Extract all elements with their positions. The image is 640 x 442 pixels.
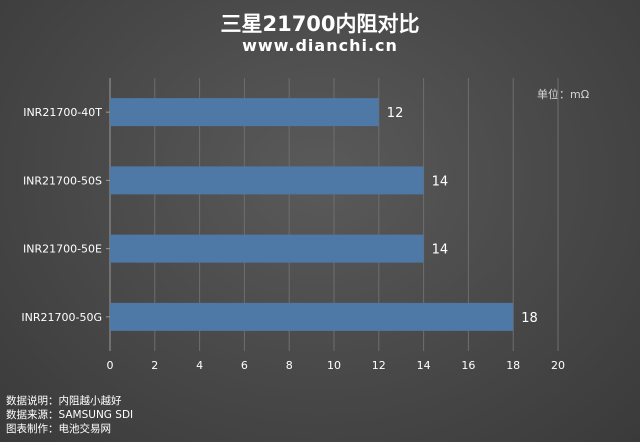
category-label-3: INR21700-50G: [21, 311, 102, 324]
category-label-0: INR21700-40T: [23, 106, 102, 119]
bar-3: [110, 302, 514, 331]
x-tick-label-0: 0: [107, 359, 114, 372]
unit-label: 单位：mΩ: [537, 88, 590, 101]
value-label-0: 12: [387, 106, 404, 121]
note-producer-label: 图表制作：: [6, 423, 59, 435]
x-tick-label-5: 10: [327, 359, 341, 372]
value-label-2: 14: [432, 243, 449, 258]
note-producer: 图表制作：电池交易网: [6, 422, 133, 436]
value-label-3: 18: [521, 311, 538, 326]
category-label-2: INR21700-50E: [23, 243, 102, 256]
x-tick-label-3: 6: [241, 359, 248, 372]
x-tick-label-10: 20: [551, 359, 565, 372]
x-tick-label-4: 8: [286, 359, 293, 372]
note-source-value: SAMSUNG SDI: [58, 409, 134, 421]
x-tick-label-2: 4: [196, 359, 203, 372]
footnotes: 数据说明：内阻越小越好 数据来源：SAMSUNG SDI 图表制作：电池交易网: [6, 394, 133, 436]
bar-1: [110, 166, 424, 195]
note-description: 数据说明：内阻越小越好: [6, 394, 133, 408]
bar-0: [110, 98, 379, 127]
note-description-value: 内阻越小越好: [58, 395, 122, 407]
x-tick-label-8: 16: [461, 359, 475, 372]
chart-title: 三星21700内阻对比: [220, 12, 420, 36]
x-tick-label-7: 14: [417, 359, 431, 372]
note-description-label: 数据说明：: [6, 395, 59, 407]
value-label-1: 14: [432, 174, 449, 189]
x-tick-label-9: 18: [506, 359, 520, 372]
note-source-label: 数据来源：: [6, 409, 59, 421]
note-producer-value: 电池交易网: [58, 423, 112, 435]
bar-2: [110, 234, 424, 263]
chart-subtitle: www.dianchi.cn: [242, 36, 398, 55]
note-source: 数据来源：SAMSUNG SDI: [6, 408, 133, 422]
x-tick-label-1: 2: [151, 359, 158, 372]
category-label-1: INR21700-50S: [23, 174, 102, 187]
x-tick-label-6: 12: [372, 359, 386, 372]
